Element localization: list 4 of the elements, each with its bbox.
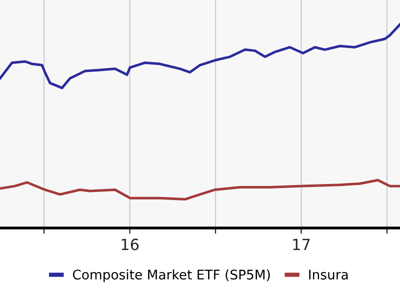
x-tick-label: 16	[122, 238, 139, 250]
legend-label: Composite Market ETF (SP5M)	[72, 269, 270, 282]
legend-label: Insura	[309, 270, 348, 280]
x-tick-label: 17	[293, 238, 310, 250]
